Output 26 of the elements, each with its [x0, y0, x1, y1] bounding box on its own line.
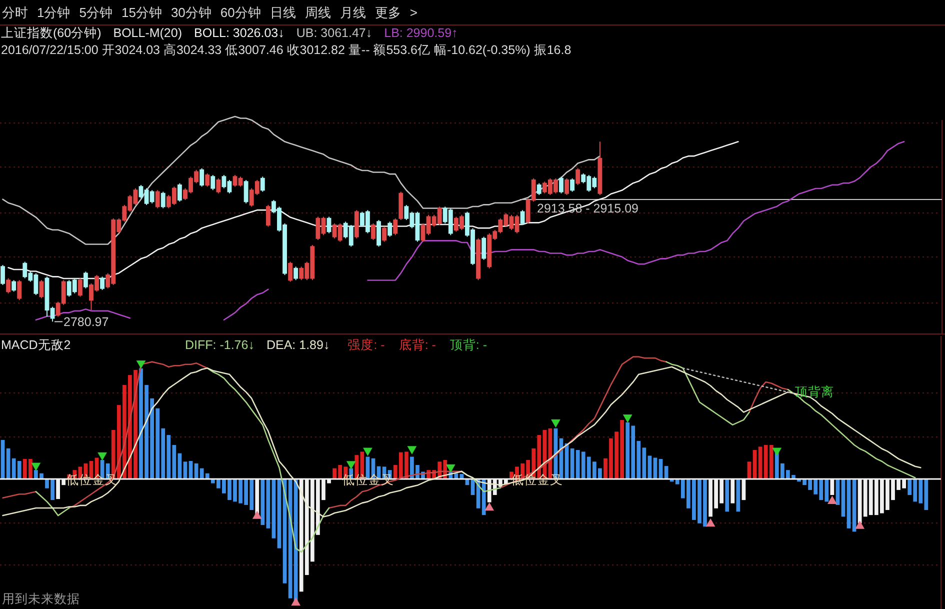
text: 顶背: - [450, 338, 488, 352]
text: DEA: 1.89↓ [266, 338, 330, 352]
annotation: 用到未来数据 [2, 592, 80, 606]
text: 30分钟 [170, 5, 212, 20]
text: BOLL: 3026.03↓ [194, 26, 284, 40]
text: LB: 2990.59↑ [384, 26, 458, 40]
text: 60分钟 [220, 5, 261, 20]
text: 1分钟 [37, 5, 70, 20]
annotation: 2780.97 [64, 315, 109, 330]
text: > [410, 5, 418, 20]
text: 5分钟 [79, 5, 112, 20]
text: DIFF: -1.76↓ [185, 338, 254, 352]
chart-title: MACD无敌2 [1, 338, 71, 352]
text: 更多 [374, 5, 401, 20]
text: 分时 [2, 5, 28, 20]
annotation: 2913.58 - 2915.09 [537, 201, 639, 216]
text: 日线 [270, 5, 296, 20]
chart-title: 上证指数(60分钟) [1, 26, 102, 40]
text: 月线 [340, 5, 366, 20]
text: 强度: - [348, 337, 385, 352]
text: 底背: - [398, 338, 436, 352]
legend-title: BOLL-M(20) [113, 26, 182, 40]
text: 周线 [304, 5, 331, 20]
text: 15分钟 [121, 5, 162, 20]
chart-subtitle: 2016/07/22/15:00 开3024.03 高3024.33 低3007.46 收3012.82 量-- 额553.6亿 幅-10.62(-0.35%) 振16.8 [1, 42, 572, 57]
text: UB: 3061.47↓ [296, 26, 372, 40]
